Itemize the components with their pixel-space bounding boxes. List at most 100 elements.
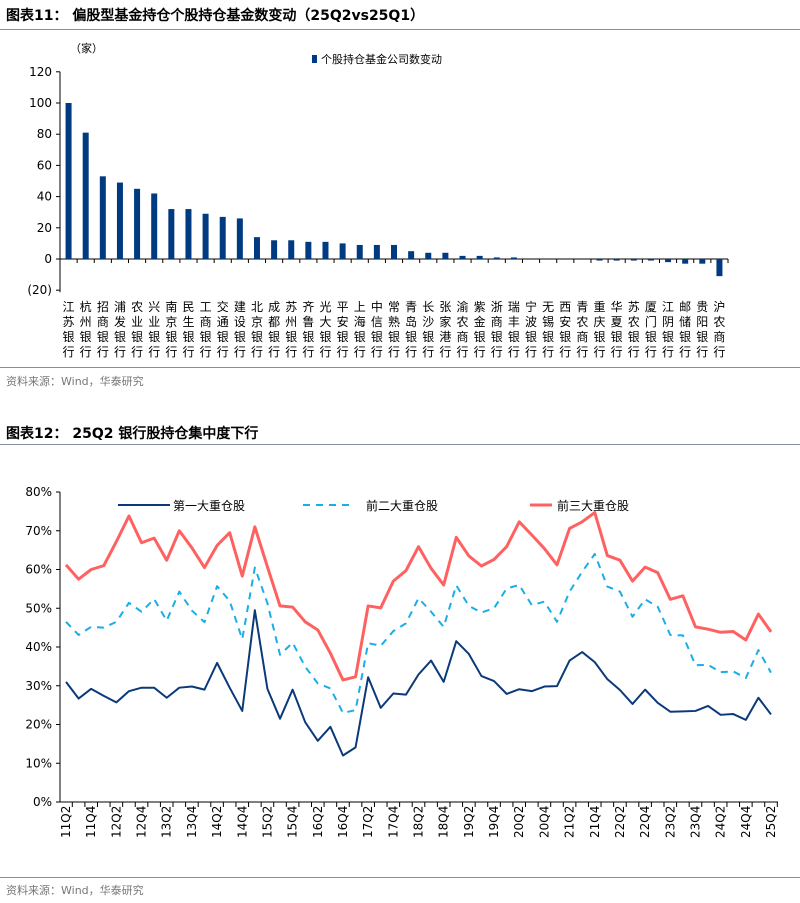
x-tick-label: 邮储银行 <box>679 300 691 359</box>
bar <box>288 240 295 259</box>
legend-label: 前二大重仓股 <box>366 498 438 513</box>
x-tick-label: 15Q2 <box>260 806 274 838</box>
x-tick-label: 17Q4 <box>386 806 400 838</box>
x-tick-label: 农业银行 <box>131 300 143 359</box>
x-tick-label: 重庆银行 <box>594 300 606 359</box>
x-tick-label: 苏农银行 <box>628 300 640 359</box>
legend-swatch <box>312 55 317 63</box>
series-line <box>65 609 772 757</box>
x-tick-label: 21Q4 <box>588 806 602 838</box>
bar <box>682 259 689 264</box>
x-tick-label: 渝农商行 <box>457 299 469 359</box>
bar <box>151 193 158 259</box>
x-tick-label: 24Q2 <box>714 806 728 838</box>
bar <box>168 209 175 259</box>
y-tick-label: 80 <box>37 127 52 141</box>
x-tick-label: 20Q2 <box>512 806 526 838</box>
bar <box>442 252 449 259</box>
x-tick-label: 15Q4 <box>286 806 300 838</box>
bar <box>202 213 209 259</box>
x-tick-label: 16Q4 <box>336 806 350 838</box>
x-tick-label: 11Q4 <box>84 806 98 838</box>
x-tick-label: 21Q2 <box>563 806 577 838</box>
bar <box>339 243 346 259</box>
bar <box>185 209 192 259</box>
y-tick-label: 50% <box>25 601 52 615</box>
bar <box>596 259 603 261</box>
x-tick-label: 上海银行 <box>354 300 366 359</box>
x-tick-label: 招商银行 <box>97 300 109 359</box>
series-line <box>64 511 773 682</box>
bar <box>253 237 260 259</box>
chart2-source: 资料来源：Wind，华泰研究 <box>6 884 144 897</box>
x-tick-label: 中信银行 <box>371 299 383 359</box>
x-tick-label: 18Q2 <box>412 806 426 838</box>
y-tick-label: 100 <box>29 96 52 110</box>
x-tick-label: 浙商银行 <box>491 300 503 359</box>
x-tick-label: 22Q2 <box>613 806 627 838</box>
divider <box>0 444 800 445</box>
bar <box>322 241 329 259</box>
x-tick-label: 厦门银行 <box>645 300 657 359</box>
x-tick-label: 工商银行 <box>200 300 212 359</box>
bar <box>459 255 466 259</box>
chart1-source: 资料来源：Wind，华泰研究 <box>6 375 144 388</box>
x-tick-label: 紫金银行 <box>474 300 486 359</box>
line-chart: 0% 10% 20% 30% 40% 50% 60% 70% 80% 11Q2 11Q4 12Q2 12… <box>25 485 778 838</box>
bar <box>630 259 637 261</box>
x-tick-label: 17Q2 <box>361 806 375 838</box>
x-tick-label: 11Q2 <box>59 806 73 838</box>
x-tick-label: 青农商行 <box>576 300 588 359</box>
x-tick-label: 常熟银行 <box>388 300 400 359</box>
x-tick-label: 宁波银行 <box>525 299 537 359</box>
y-tick-label: 120 <box>29 65 52 79</box>
bar-chart: (20) 0 20 40 60 80 100 120 （家） 个股持仓基金公司数变动江苏银行杭州银… <box>27 41 729 359</box>
bar <box>699 259 706 264</box>
x-tick-label: 青岛银行 <box>405 300 417 359</box>
x-tick-label: 成都银行 <box>268 300 280 359</box>
x-tick-label: 19Q4 <box>487 806 501 838</box>
legend-label: 第一大重仓股 <box>173 499 245 513</box>
bar <box>647 259 654 261</box>
y-unit-label: （家） <box>70 41 103 55</box>
bar <box>510 257 517 259</box>
bar <box>116 182 123 259</box>
y-tick-label: 0 <box>44 252 52 266</box>
x-tick-label: 24Q4 <box>739 806 753 838</box>
bar <box>271 240 278 259</box>
bar <box>219 216 226 259</box>
x-tick-label: 13Q2 <box>160 806 174 838</box>
y-tick-label: 20 <box>37 221 52 235</box>
y-tick-label: 40% <box>25 640 52 654</box>
x-tick-label: 贵阳银行 <box>696 300 708 359</box>
bar <box>493 257 500 259</box>
x-tick-label: 23Q2 <box>663 806 677 838</box>
x-tick-label: 西安银行 <box>559 300 571 359</box>
x-tick-label: 12Q4 <box>135 806 149 838</box>
y-tick-label: 0% <box>33 795 52 809</box>
y-tick-label: 80% <box>25 485 52 499</box>
x-tick-label: 13Q4 <box>185 806 199 838</box>
x-tick-label: 沪农商行 <box>713 300 725 359</box>
x-tick-label: 杭州银行 <box>80 299 92 359</box>
bar <box>305 241 312 259</box>
bar <box>236 218 243 259</box>
divider <box>0 877 800 878</box>
x-tick-label: 平安银行 <box>337 300 349 359</box>
x-tick-label: 华夏银行 <box>611 300 623 359</box>
x-tick-label: 无锡银行 <box>542 300 554 359</box>
x-tick-label: 18Q4 <box>437 806 451 838</box>
x-tick-label: 25Q2 <box>764 806 778 838</box>
divider <box>0 367 800 368</box>
x-tick-label: 江阴银行 <box>662 300 674 359</box>
x-tick-label: 南京银行 <box>165 299 177 359</box>
series-line <box>65 553 772 714</box>
bar <box>391 244 397 259</box>
divider <box>0 29 800 30</box>
bar <box>716 259 723 277</box>
chart1-title: 图表11： 偏股型基金持仓个股持仓基金数变动（25Q2vs25Q1） <box>6 8 425 24</box>
x-tick-label: 22Q4 <box>638 806 652 838</box>
x-tick-label: 长沙银行 <box>422 300 434 359</box>
x-tick-label: 16Q2 <box>311 806 325 838</box>
x-tick-label: 20Q4 <box>537 806 551 838</box>
